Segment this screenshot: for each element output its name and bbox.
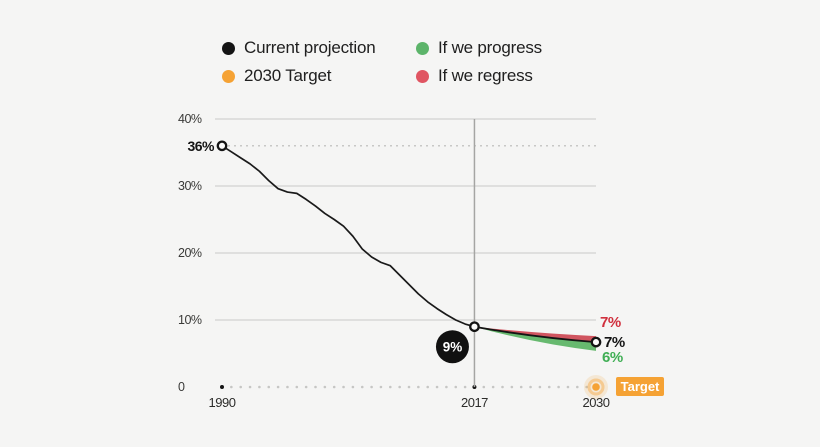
- axis-dot: [248, 385, 252, 389]
- y-tick-label: 10%: [178, 313, 202, 327]
- y-tick-label: 40%: [178, 112, 202, 126]
- axis-dot: [332, 385, 336, 389]
- axis-dot: [286, 385, 289, 389]
- legend-label: 2030 Target: [244, 66, 332, 85]
- start-marker: [216, 140, 228, 152]
- axis-dot: [585, 385, 588, 389]
- axis-dot: [267, 385, 271, 389]
- target-badge-text: Target: [621, 379, 660, 394]
- axis-dot: [547, 385, 551, 389]
- axis-dot: [351, 385, 355, 389]
- axis-dot: [454, 385, 458, 389]
- axis-dot: [295, 385, 299, 389]
- axis-dot: [379, 385, 383, 389]
- target-dot: [592, 383, 600, 391]
- axis-dot: [398, 385, 401, 389]
- y-tick-label: 30%: [178, 179, 202, 193]
- axis-dot: [501, 385, 504, 389]
- axis-dot: [314, 385, 317, 389]
- legend-label: If we progress: [438, 38, 542, 57]
- axis-dot: [463, 385, 467, 389]
- projection-value-label: 7%: [604, 334, 625, 351]
- value-badge-9pct: [435, 330, 469, 364]
- x-tick-label: 1990: [209, 395, 236, 410]
- legend-item-if-we-regress[interactable]: If we regress: [416, 66, 533, 86]
- target-glow-ring: [587, 378, 605, 396]
- x-tick-label: 2030: [583, 395, 610, 410]
- axis-dot: [230, 385, 233, 389]
- mid-marker: [469, 321, 480, 333]
- end-marker: [590, 336, 602, 348]
- axis-dot: [239, 385, 242, 389]
- axis-dot: [510, 385, 514, 389]
- axis-dot: [445, 385, 448, 389]
- legend-item-current-projection[interactable]: Current projection: [222, 38, 376, 58]
- axis-dot: [407, 385, 411, 389]
- axis-dot: [491, 385, 495, 389]
- legend-dot-if-we-progress: [416, 41, 429, 55]
- x-tick-label: 2017: [461, 395, 488, 410]
- value-badge-text: 9%: [443, 340, 463, 355]
- projection-value-label: 6%: [602, 349, 623, 366]
- legend-dot-2030-target: [222, 69, 235, 83]
- legend-item-2030-target[interactable]: 2030 Target: [222, 66, 331, 86]
- axis-dot: [566, 385, 570, 389]
- legend-item-if-we-progress[interactable]: If we progress: [416, 38, 542, 58]
- axis-dot: [304, 385, 308, 389]
- target-badge: [616, 377, 664, 396]
- axis-dot: [538, 385, 542, 389]
- axis-dot: [389, 385, 392, 389]
- axis-dot: [258, 385, 261, 389]
- axis-dot: [276, 385, 280, 389]
- projection-value-label: 7%: [600, 314, 621, 331]
- axis-dot: [482, 385, 486, 389]
- axis-dot: [529, 385, 532, 389]
- axis-dot: [370, 385, 373, 389]
- regress-band: [474, 326, 596, 343]
- legend-label: If we regress: [438, 66, 533, 85]
- axis-dot: [435, 385, 439, 389]
- y-tick-label: 20%: [178, 246, 202, 260]
- axis-dot: [576, 385, 579, 389]
- start-value-label: 36%: [187, 138, 215, 154]
- axis-dot: [417, 385, 420, 389]
- axis-dot: [360, 385, 364, 389]
- legend-label: Current projection: [244, 38, 376, 57]
- axis-dot: [220, 385, 224, 389]
- y-tick-label: 0: [178, 380, 185, 394]
- historical-line: [221, 144, 476, 328]
- axis-dot: [519, 385, 523, 389]
- current-projection-line: [474, 325, 597, 344]
- axis-dot: [557, 385, 560, 389]
- legend-dot-if-we-regress: [416, 69, 429, 83]
- legend-dot-current-projection: [222, 41, 235, 55]
- axis-dot: [426, 385, 430, 389]
- progress-band: [474, 326, 596, 351]
- axis-dot: [342, 385, 345, 389]
- axis-dot: [323, 385, 327, 389]
